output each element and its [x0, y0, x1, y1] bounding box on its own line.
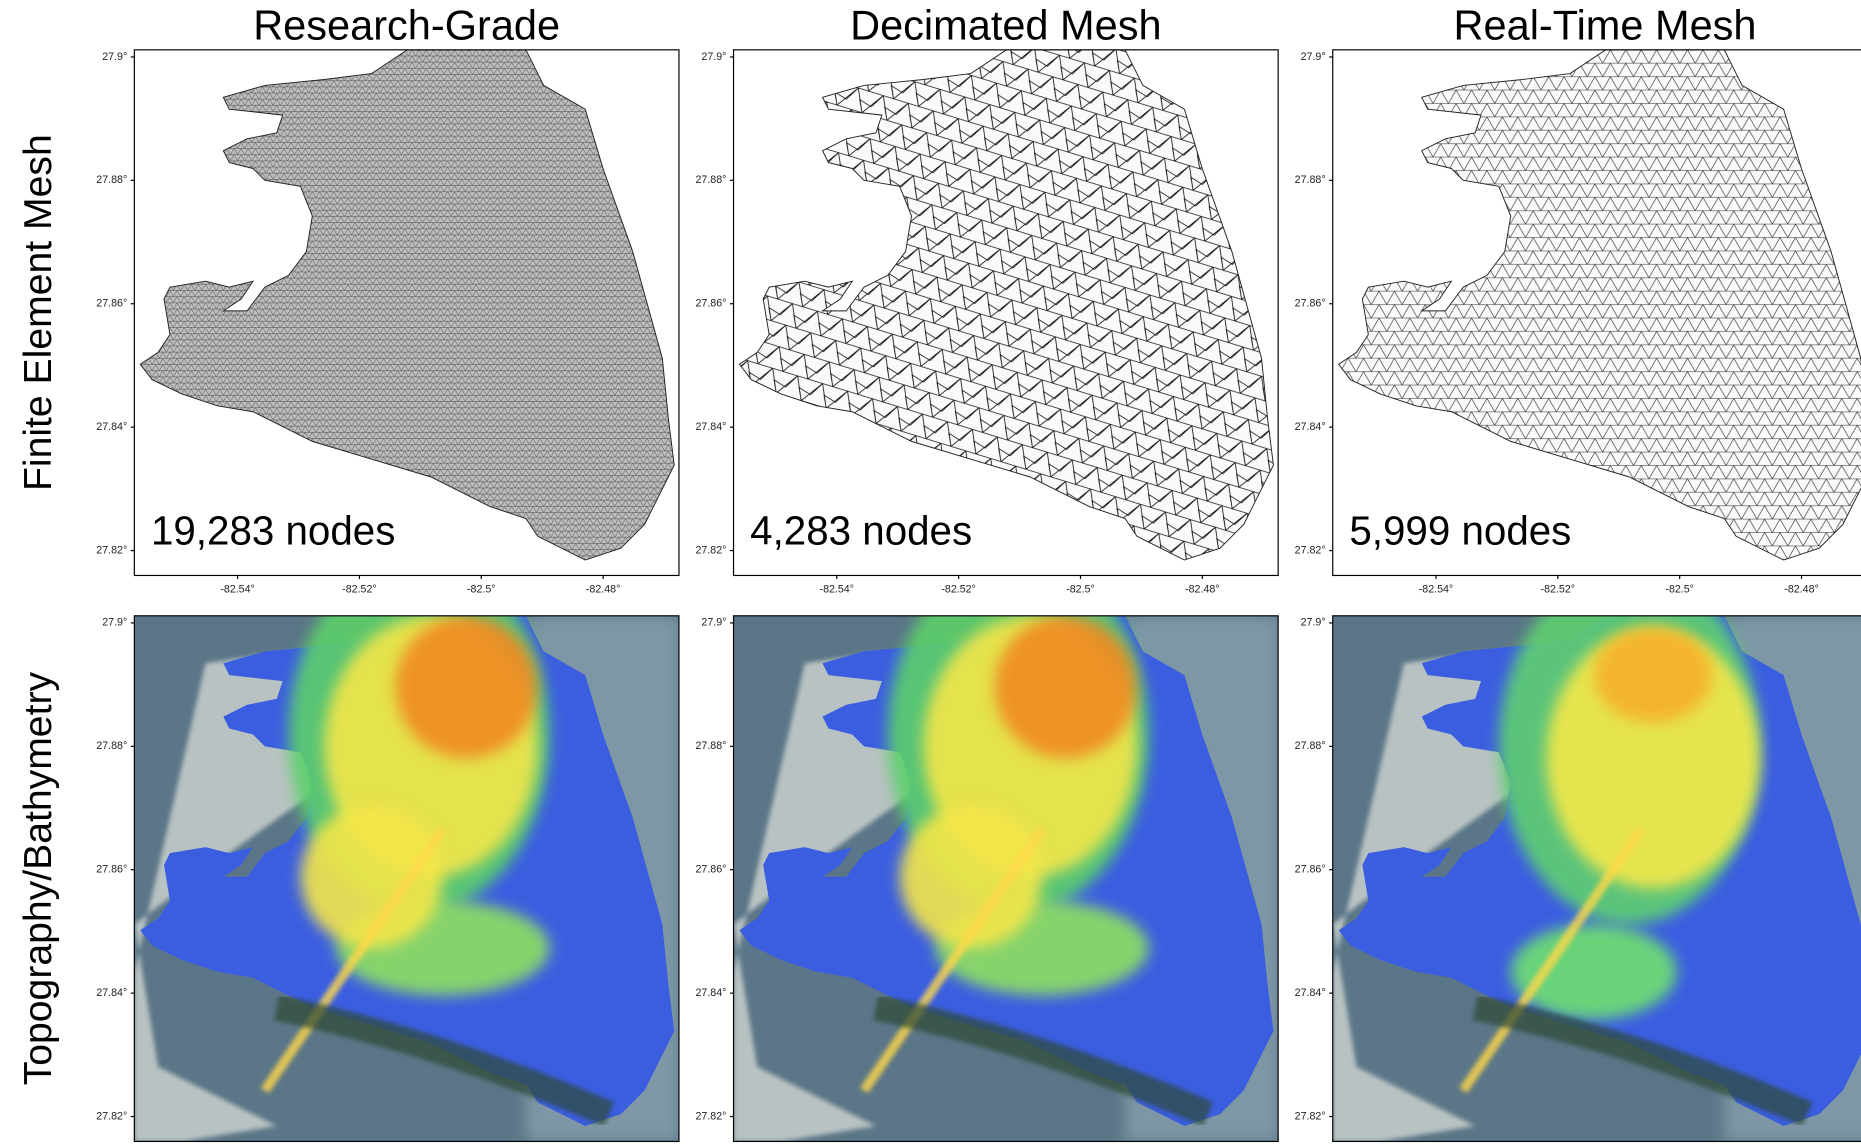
topo-blob: [1511, 924, 1677, 1019]
lat-tick-label: 27.88°: [695, 740, 726, 752]
lat-tick-label: 27.82°: [96, 544, 127, 556]
lon-tick-label: -82.52°: [342, 584, 376, 596]
column-title: Research-Grade: [253, 1, 560, 48]
lat-tick-label: 27.84°: [695, 421, 726, 433]
map-panel: 27.9° 27.88° 27.86° 27.84° 27.82°: [695, 556, 1279, 1141]
topo-blob: [995, 616, 1137, 758]
node-count: 5,999 nodes: [1349, 508, 1571, 554]
lon-tick-label: -82.5°: [467, 584, 496, 596]
lat-tick-label: 27.88°: [1295, 740, 1326, 752]
map-panel: 19,283 nodes 27.9° 27.88° 27.86° 27.84° 27.82…: [96, 50, 679, 596]
lat-tick-label: 27.82°: [695, 1110, 726, 1122]
panel-content: [134, 556, 680, 1141]
panel-content: 4,283 nodes: [734, 50, 1279, 576]
lat-tick-label: 27.88°: [96, 174, 127, 186]
lat-tick-label: 27.82°: [1295, 544, 1326, 556]
lon-tick-label: -82.54°: [820, 584, 854, 596]
map-panel: 5,999 nodes 27.9° 27.88° 27.86° 27.84° 27.82°…: [1295, 50, 1861, 596]
lat-tick-label: 27.9°: [1301, 617, 1326, 629]
panel-content: [734, 556, 1280, 1141]
lon-tick-label: -82.52°: [941, 584, 975, 596]
lat-tick-label: 27.84°: [695, 987, 726, 999]
node-count: 19,283 nodes: [151, 508, 395, 554]
lat-tick-label: 27.82°: [1295, 1110, 1326, 1122]
map-panel: 4,283 nodes 27.9° 27.88° 27.86° 27.84° 27.82°…: [695, 50, 1278, 596]
lat-tick-label: 27.86°: [695, 864, 726, 876]
lat-tick-label: 27.9°: [1301, 51, 1326, 63]
lat-tick-label: 27.9°: [102, 51, 127, 63]
lat-tick-label: 27.88°: [1295, 174, 1326, 186]
topo-blob: [395, 616, 537, 758]
lat-tick-label: 27.88°: [695, 174, 726, 186]
lat-tick-label: 27.84°: [1295, 421, 1326, 433]
node-count: 4,283 nodes: [750, 508, 972, 554]
panel-content: 5,999 nodes: [1333, 50, 1861, 576]
lat-tick-label: 27.9°: [102, 617, 127, 629]
row-label: Topography/Bathymetry: [17, 672, 60, 1086]
lat-tick-label: 27.86°: [96, 298, 127, 310]
lon-tick-label: -82.5°: [1665, 584, 1694, 596]
lat-tick-label: 27.9°: [701, 617, 726, 629]
lat-tick-label: 27.86°: [695, 298, 726, 310]
lat-tick-label: 27.88°: [96, 740, 127, 752]
lon-tick-label: -82.54°: [1419, 584, 1453, 596]
lat-tick-label: 27.84°: [96, 421, 127, 433]
panel-content: [1333, 568, 1861, 1141]
row-label: Finite Element Mesh: [17, 134, 60, 491]
panel-content: 19,283 nodes: [134, 50, 679, 576]
page: {"columns": [ {"title": "Research-Grade"…: [0, 0, 1861, 1145]
map-panel: 27.9° 27.88° 27.86° 27.84° 27.82°: [96, 556, 680, 1141]
lat-tick-label: 27.86°: [96, 864, 127, 876]
lat-tick-label: 27.86°: [1295, 298, 1326, 310]
map-panel: 27.9° 27.88° 27.86° 27.84° 27.82°: [1295, 568, 1861, 1141]
lat-tick-label: 27.82°: [96, 1110, 127, 1122]
lon-tick-label: -82.5°: [1066, 584, 1095, 596]
lat-tick-label: 27.82°: [695, 544, 726, 556]
figure: Research-Grade19,283 nodes27.9°27.88°27.…: [0, 0, 1861, 1145]
lon-tick-label: -82.48°: [1185, 584, 1219, 596]
column-title: Real-Time Mesh: [1454, 1, 1757, 48]
lat-tick-label: 27.84°: [1295, 987, 1326, 999]
topo-blob: [1594, 628, 1713, 723]
lon-tick-label: -82.48°: [1784, 584, 1818, 596]
lat-tick-label: 27.86°: [1295, 864, 1326, 876]
lon-tick-label: -82.48°: [586, 584, 620, 596]
lon-tick-label: -82.54°: [220, 584, 254, 596]
lat-tick-label: 27.9°: [701, 51, 726, 63]
lon-tick-label: -82.52°: [1541, 584, 1575, 596]
lat-tick-label: 27.84°: [96, 987, 127, 999]
column-title: Decimated Mesh: [850, 1, 1162, 48]
